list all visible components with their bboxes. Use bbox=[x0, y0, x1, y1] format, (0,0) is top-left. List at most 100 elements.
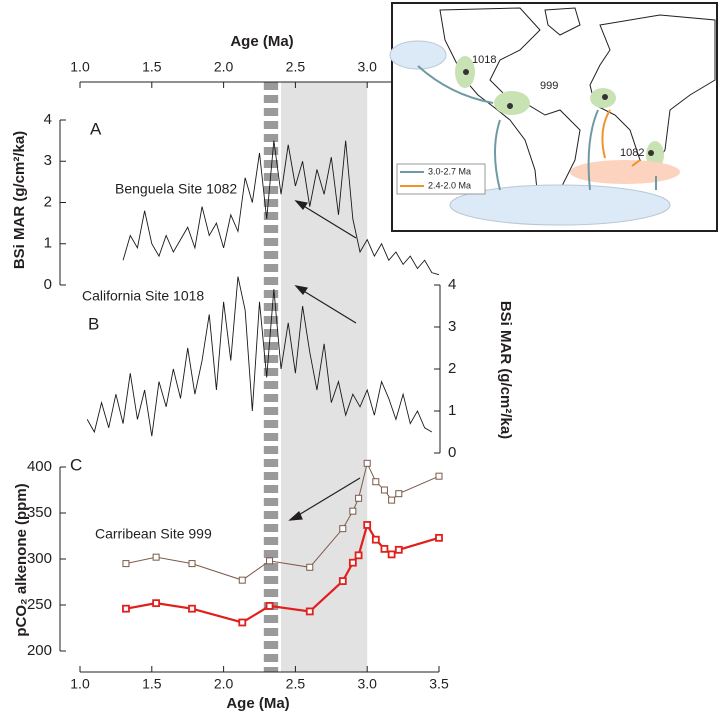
y-axis-title: BSi MAR (g/cm²/ka) bbox=[11, 131, 28, 269]
data-marker bbox=[152, 599, 161, 608]
x-tick-label: 2.5 bbox=[286, 59, 306, 75]
x-tick-label: 1.5 bbox=[142, 676, 162, 692]
x-tick-label: 1.0 bbox=[70, 676, 90, 692]
data-line bbox=[122, 140, 440, 276]
data-marker bbox=[339, 525, 347, 533]
greenland bbox=[544, 7, 581, 36]
y-tick-label: 2 bbox=[44, 193, 52, 210]
y-tick-label: 3 bbox=[448, 318, 456, 335]
data-marker bbox=[266, 557, 274, 565]
y-tick-label: 3 bbox=[44, 152, 52, 169]
data-marker bbox=[371, 535, 380, 544]
annotation: California Site 1018 bbox=[82, 288, 204, 304]
data-marker bbox=[122, 560, 130, 568]
y-tick-label: 350 bbox=[27, 504, 52, 521]
arrows bbox=[288, 200, 361, 521]
x-tick-label: 1.5 bbox=[142, 59, 162, 75]
data-marker bbox=[238, 576, 246, 584]
arrow bbox=[301, 289, 357, 324]
y-tick-label: 4 bbox=[44, 111, 52, 128]
x-tick-label: 1.0 bbox=[70, 59, 90, 75]
data-marker bbox=[395, 490, 403, 498]
data-marker bbox=[387, 550, 396, 559]
data-marker bbox=[152, 553, 160, 561]
x-tick-label: 3.0 bbox=[357, 59, 377, 75]
flow bbox=[601, 109, 611, 159]
arrowhead bbox=[294, 200, 309, 210]
y-tick-label: 0 bbox=[448, 444, 456, 461]
legend-label: 3.0-2.7 Ma bbox=[428, 166, 471, 176]
y-tick-label: 4 bbox=[448, 276, 456, 293]
data-marker bbox=[348, 558, 357, 567]
data-marker bbox=[305, 607, 314, 616]
arrow bbox=[296, 477, 361, 517]
panel-label: A bbox=[90, 119, 102, 138]
shaded-span bbox=[281, 82, 368, 672]
annotation: Carribean Site 999 bbox=[95, 526, 212, 542]
data-marker bbox=[188, 604, 196, 613]
y-tick-label: 2 bbox=[448, 360, 456, 377]
flow bbox=[631, 159, 641, 167]
arrowhead bbox=[288, 510, 303, 521]
flow bbox=[417, 65, 494, 104]
arrowhead bbox=[294, 285, 309, 295]
map-label: 1018 bbox=[472, 54, 496, 66]
region bbox=[389, 40, 447, 70]
region bbox=[449, 184, 671, 226]
data-marker bbox=[338, 577, 347, 585]
map-label: 999 bbox=[540, 80, 558, 92]
legend-label: 2.4-2.0 Ma bbox=[428, 180, 471, 190]
y-tick-label: 200 bbox=[27, 642, 52, 659]
data-marker bbox=[363, 521, 372, 529]
data-line bbox=[86, 276, 433, 437]
data-marker bbox=[122, 604, 130, 613]
flow-arrows-orange bbox=[601, 109, 641, 167]
x-axis-title: Age (Ma) bbox=[226, 695, 289, 712]
map-label: 1082 bbox=[620, 147, 644, 159]
y-tick-label: 400 bbox=[27, 458, 52, 475]
y-axis-title: pCO₂ alkenone (ppm) bbox=[13, 483, 30, 636]
panel-label: C bbox=[70, 455, 82, 474]
y-tick-label: 1 bbox=[448, 402, 456, 419]
site-dot bbox=[463, 69, 469, 75]
site-dot bbox=[602, 94, 608, 100]
flow bbox=[494, 119, 501, 191]
data-marker bbox=[380, 544, 389, 553]
data-marker bbox=[380, 486, 388, 494]
flow-arrows bbox=[417, 65, 657, 191]
data-marker bbox=[435, 533, 443, 542]
data-marker bbox=[188, 560, 196, 568]
data-marker bbox=[372, 478, 380, 486]
x-tick-label: 2.5 bbox=[286, 676, 306, 692]
region bbox=[570, 160, 680, 184]
panel-label: B bbox=[88, 314, 99, 333]
x-axis-title: Age (Ma) bbox=[230, 33, 293, 50]
y-axis-title: BSi MAR (g/cm²/ka) bbox=[497, 301, 514, 439]
y-tick-label: 1 bbox=[44, 235, 52, 252]
site-dot bbox=[507, 103, 513, 109]
data-marker bbox=[238, 618, 247, 627]
site-dot bbox=[648, 150, 654, 156]
x-tick-label: 3.5 bbox=[429, 676, 449, 692]
map-legend bbox=[396, 163, 486, 195]
data-marker bbox=[363, 459, 371, 467]
arrow bbox=[301, 204, 357, 239]
x-tick-label: 3.0 bbox=[357, 676, 377, 692]
y-tick-label: 250 bbox=[27, 596, 52, 613]
data-marker bbox=[349, 507, 357, 515]
annotation: Benguela Site 1082 bbox=[115, 181, 237, 197]
data-marker bbox=[388, 496, 396, 504]
flow bbox=[587, 109, 599, 191]
data-marker bbox=[265, 602, 274, 610]
x-tick-label: 2.0 bbox=[214, 676, 234, 692]
region bbox=[494, 91, 530, 115]
data-marker bbox=[355, 494, 363, 502]
data-marker bbox=[394, 545, 403, 554]
background-layer bbox=[263, 82, 368, 672]
y-tick-label: 0 bbox=[44, 276, 52, 293]
data-marker bbox=[306, 563, 314, 571]
x-tick-label: 2.0 bbox=[214, 59, 234, 75]
y-tick-label: 300 bbox=[27, 550, 52, 567]
data-marker bbox=[354, 551, 363, 560]
